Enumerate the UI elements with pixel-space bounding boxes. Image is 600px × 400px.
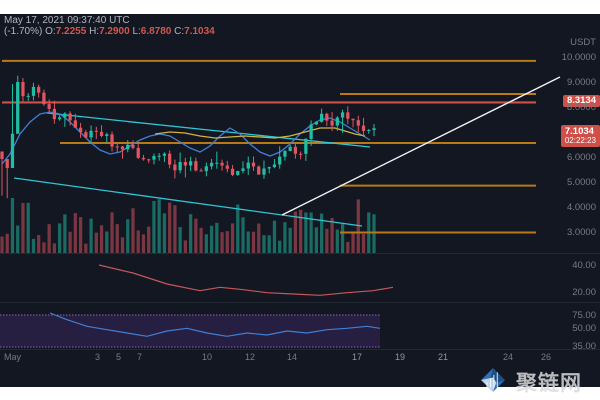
svg-text:聚链网: 聚链网 xyxy=(515,371,582,395)
